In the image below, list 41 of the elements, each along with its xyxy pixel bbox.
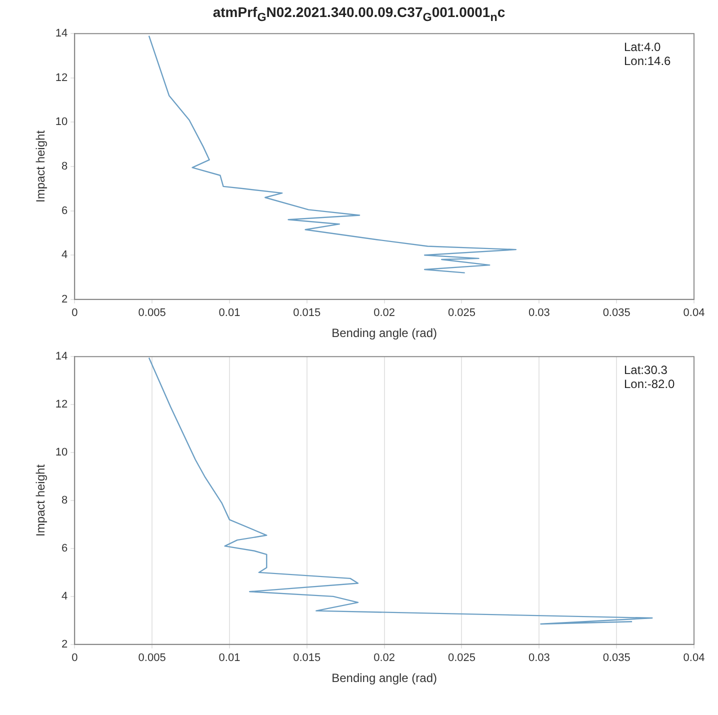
y-tick-label: 2 (62, 293, 68, 306)
chart-title: atmPrf$_{G}$N02.2021.340.00.09.C37$_{G}$001.0001$_{n}$c (212, 3, 506, 24)
x-tick-label: 0 (72, 652, 78, 664)
y-tick-label: 4 (62, 590, 68, 602)
y-axis-title: Impact height (34, 464, 48, 537)
x-tick-label: 0.005 (138, 307, 166, 320)
y-tick-label: 10 (55, 116, 68, 128)
x-tick-label: 0.015 (293, 652, 321, 664)
x-axis-title: Bending angle (rad) (332, 326, 438, 340)
y-tick-label: 14 (55, 28, 68, 40)
x-tick-label: 0.025 (448, 307, 476, 320)
y-tick-label: 12 (55, 398, 68, 411)
y-axis-title: Impact height (34, 130, 48, 203)
x-tick-label: 0.02 (374, 652, 396, 664)
x-axis-title: Bending angle (rad) (332, 671, 438, 686)
x-tick-label: 0.04 (683, 307, 705, 320)
x-tick-label: 0 (72, 307, 78, 320)
x-tick-label: 0.03 (528, 652, 550, 664)
x-tick-label: 0.01 (218, 652, 240, 664)
x-tick-label: 0.025 (448, 652, 476, 664)
annotation: Lon:-82.0 (624, 376, 676, 391)
y-tick-label: 6 (62, 204, 68, 217)
annotation: Lat:30.3 (624, 362, 668, 377)
y-tick-label: 14 (55, 350, 68, 363)
x-tick-label: 0.03 (528, 307, 550, 320)
y-tick-label: 8 (62, 494, 68, 507)
x-tick-label: 0.04 (683, 652, 705, 664)
x-tick-label: 0.035 (602, 307, 630, 320)
x-tick-label: 0.01 (218, 307, 240, 320)
y-tick-label: 12 (55, 72, 68, 84)
x-tick-label: 0.005 (138, 652, 166, 664)
annotation: Lat:4.0 (624, 40, 662, 54)
y-tick-label: 8 (62, 160, 68, 173)
y-tick-label: 2 (62, 638, 68, 650)
y-tick-label: 10 (55, 446, 68, 459)
x-tick-label: 0.015 (293, 307, 321, 320)
x-tick-label: 0.035 (602, 652, 630, 664)
x-tick-label: 0.02 (374, 307, 396, 320)
annotation: Lon:14.6 (624, 54, 672, 68)
y-tick-label: 6 (62, 542, 68, 554)
y-tick-label: 4 (62, 249, 68, 262)
